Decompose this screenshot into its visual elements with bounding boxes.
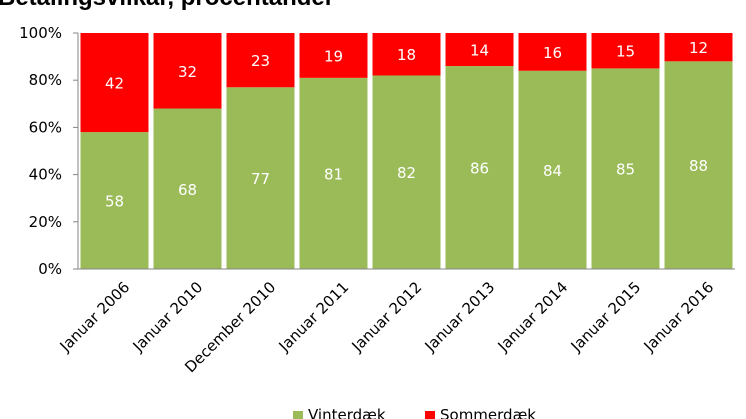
x-tick-label: Januar 2013 bbox=[421, 278, 499, 356]
legend-label: Sommerdæk bbox=[440, 406, 536, 419]
bar-segment bbox=[80, 33, 149, 133]
bar-segment bbox=[372, 33, 441, 76]
data-label: 12 bbox=[689, 39, 708, 57]
x-tick-label: Januar 2011 bbox=[275, 278, 353, 356]
data-label: 85 bbox=[616, 161, 635, 179]
bar-segment bbox=[591, 68, 660, 270]
data-label: 86 bbox=[470, 160, 489, 178]
bar-segment bbox=[226, 33, 295, 88]
bar-segment bbox=[664, 33, 733, 62]
bar-segment bbox=[299, 77, 368, 269]
data-label: 68 bbox=[178, 181, 197, 199]
data-label: 84 bbox=[543, 162, 562, 180]
data-label: 77 bbox=[251, 170, 270, 188]
bar-segment bbox=[372, 75, 441, 269]
x-tick-label: Januar 2015 bbox=[567, 278, 645, 356]
y-axis-ticks: 0% 20% 40% 60% 80% 100% bbox=[19, 24, 79, 278]
bar-segment bbox=[153, 108, 222, 270]
data-label: 82 bbox=[397, 164, 416, 182]
bar-segment bbox=[226, 87, 295, 269]
chart-title: Betalingsvilkår, procentandel bbox=[0, 0, 331, 12]
legend-swatch bbox=[425, 411, 435, 419]
bar-segment bbox=[299, 33, 368, 78]
data-labels: 58 42 68 32 77 23 81 19 82 18 86 14 84 16 85 15 88 12 bbox=[105, 39, 708, 210]
y-tick-label: 40% bbox=[29, 166, 62, 184]
legend-swatch bbox=[293, 411, 303, 419]
data-label: 58 bbox=[105, 193, 124, 211]
bar-segment bbox=[518, 70, 587, 269]
y-tick-label: 80% bbox=[29, 71, 62, 89]
bar-segment bbox=[153, 33, 222, 109]
x-tick-label: Januar 2014 bbox=[494, 278, 572, 356]
x-tick-label: Januar 2006 bbox=[56, 278, 134, 356]
y-tick-label: 100% bbox=[19, 24, 62, 42]
data-label: 32 bbox=[178, 63, 197, 81]
data-label: 14 bbox=[470, 42, 489, 60]
bar-segment bbox=[80, 132, 149, 269]
y-tick-label: 20% bbox=[29, 213, 62, 231]
x-tick-label: Januar 2016 bbox=[640, 278, 718, 356]
bar-segment bbox=[445, 66, 514, 269]
data-label: 88 bbox=[689, 157, 708, 175]
data-label: 42 bbox=[105, 75, 124, 93]
legend: Vinterdæk Sommerdæk bbox=[293, 406, 536, 419]
bar-segment bbox=[591, 33, 660, 69]
legend-label: Vinterdæk bbox=[308, 406, 386, 419]
bar-segment bbox=[445, 33, 514, 67]
data-label: 18 bbox=[397, 46, 416, 64]
data-label: 23 bbox=[251, 52, 270, 70]
data-label: 19 bbox=[324, 47, 343, 65]
x-tick-label: Januar 2012 bbox=[348, 278, 426, 356]
data-label: 81 bbox=[324, 165, 343, 183]
bars bbox=[80, 33, 733, 270]
bar-segment bbox=[664, 61, 733, 269]
y-tick-label: 60% bbox=[29, 118, 62, 136]
x-tick-label: Januar 2010 bbox=[129, 278, 207, 356]
y-tick-label: 0% bbox=[38, 260, 62, 278]
data-label: 16 bbox=[543, 44, 562, 62]
data-label: 15 bbox=[616, 43, 635, 61]
bar-segment bbox=[518, 33, 587, 71]
